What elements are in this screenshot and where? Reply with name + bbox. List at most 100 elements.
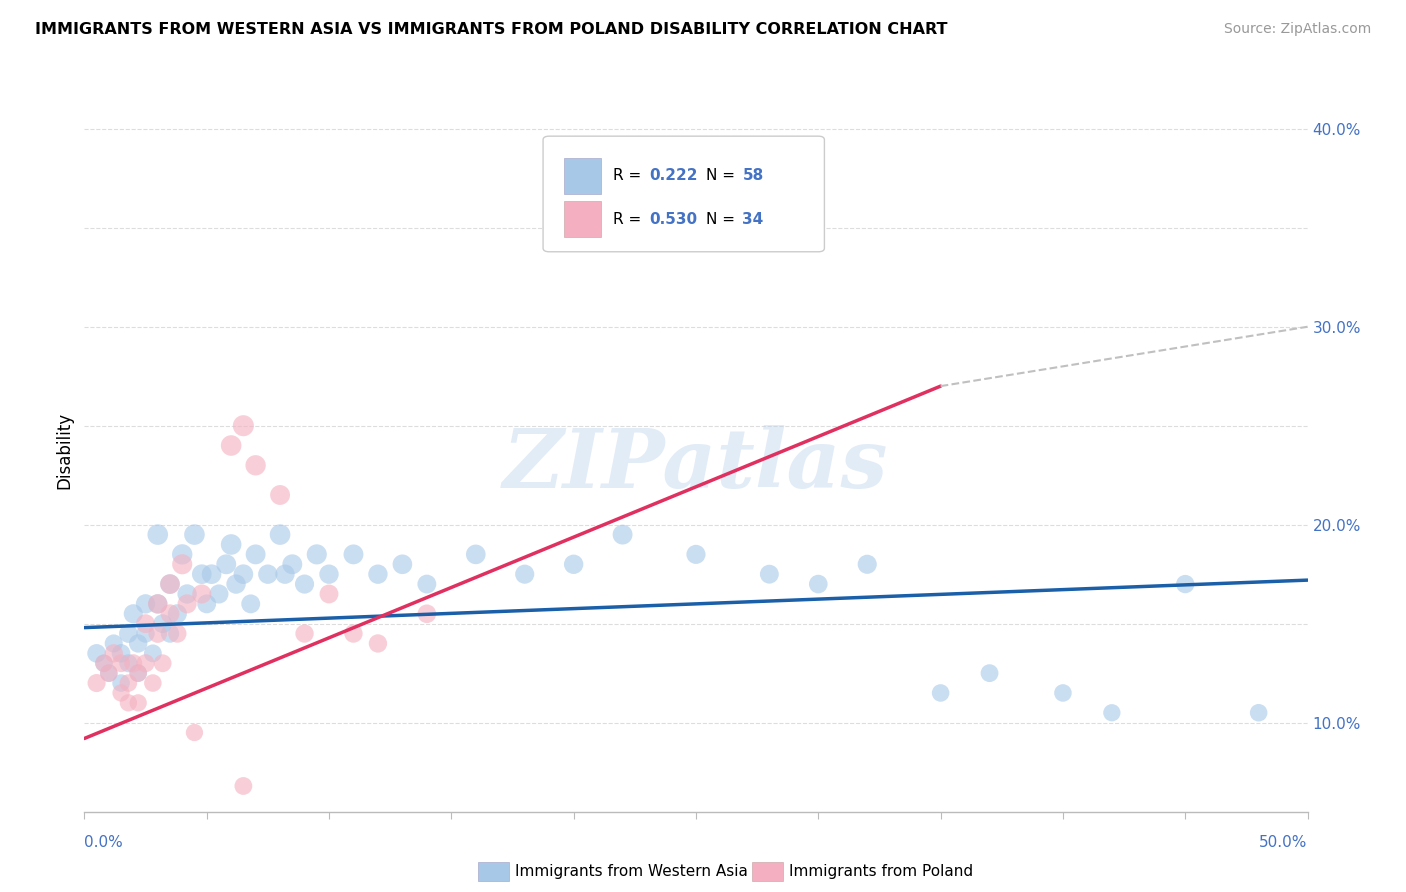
Point xyxy=(97,666,120,681)
Point xyxy=(232,418,254,433)
Text: 0.0%: 0.0% xyxy=(84,836,124,850)
Point xyxy=(135,626,157,640)
Point xyxy=(269,527,291,541)
Point xyxy=(159,626,181,640)
Point xyxy=(172,558,194,572)
Point xyxy=(86,676,108,690)
Point xyxy=(122,607,145,621)
Point xyxy=(269,488,291,502)
Point xyxy=(191,567,214,582)
Point xyxy=(93,657,115,671)
Point xyxy=(117,696,139,710)
Point xyxy=(257,567,280,582)
Point xyxy=(127,666,149,681)
Point xyxy=(219,537,242,551)
Point xyxy=(159,577,181,591)
Point xyxy=(1174,577,1197,591)
Point xyxy=(929,686,952,700)
Point xyxy=(146,527,169,541)
Point xyxy=(166,607,188,621)
Point xyxy=(97,666,120,681)
Point xyxy=(176,597,198,611)
Text: Immigrants from Poland: Immigrants from Poland xyxy=(789,864,973,879)
Point xyxy=(103,646,125,660)
Point xyxy=(318,587,340,601)
Point xyxy=(219,438,242,452)
Bar xyxy=(564,158,600,194)
Bar xyxy=(564,202,600,237)
Point xyxy=(110,657,132,671)
Point xyxy=(117,657,139,671)
Point xyxy=(183,527,205,541)
Point xyxy=(135,616,157,631)
Point xyxy=(758,567,780,582)
Point xyxy=(245,458,267,473)
Text: 50.0%: 50.0% xyxy=(1260,836,1308,850)
Text: N =: N = xyxy=(706,211,740,227)
Point xyxy=(513,567,536,582)
Point xyxy=(342,626,364,640)
Point xyxy=(135,657,157,671)
Point xyxy=(274,567,297,582)
Point xyxy=(93,657,115,671)
Point xyxy=(239,597,262,611)
Point xyxy=(294,626,316,640)
Point xyxy=(1247,706,1270,720)
Point xyxy=(612,527,634,541)
Point xyxy=(1052,686,1074,700)
Text: N =: N = xyxy=(706,169,740,184)
Text: 0.222: 0.222 xyxy=(650,169,697,184)
Point xyxy=(103,636,125,650)
Point xyxy=(245,548,267,562)
Point xyxy=(191,587,214,601)
Point xyxy=(117,626,139,640)
Point xyxy=(416,607,439,621)
Point xyxy=(127,696,149,710)
Point xyxy=(200,567,222,582)
Point xyxy=(146,597,169,611)
Y-axis label: Disability: Disability xyxy=(55,412,73,489)
Text: 0.530: 0.530 xyxy=(650,211,697,227)
Point xyxy=(367,567,389,582)
Text: Source: ZipAtlas.com: Source: ZipAtlas.com xyxy=(1223,22,1371,37)
Point xyxy=(305,548,328,562)
Point xyxy=(172,548,194,562)
FancyBboxPatch shape xyxy=(543,136,824,252)
Point xyxy=(146,626,169,640)
Point xyxy=(183,725,205,739)
Text: 58: 58 xyxy=(742,169,763,184)
Point xyxy=(135,597,157,611)
Point xyxy=(416,577,439,591)
Point xyxy=(281,558,304,572)
Point xyxy=(127,636,149,650)
Point xyxy=(142,676,165,690)
Point xyxy=(225,577,247,591)
Point xyxy=(856,558,879,572)
Point xyxy=(807,577,830,591)
Text: ZIPatlas: ZIPatlas xyxy=(503,425,889,505)
Point xyxy=(152,657,174,671)
Point xyxy=(166,626,188,640)
Point xyxy=(176,587,198,601)
Point xyxy=(215,558,238,572)
Point xyxy=(208,587,231,601)
Point xyxy=(110,686,132,700)
Point xyxy=(294,577,316,591)
Point xyxy=(117,676,139,690)
Point xyxy=(232,567,254,582)
Point xyxy=(127,666,149,681)
Point xyxy=(318,567,340,582)
Text: R =: R = xyxy=(613,169,645,184)
Text: 34: 34 xyxy=(742,211,763,227)
Text: Immigrants from Western Asia: Immigrants from Western Asia xyxy=(515,864,748,879)
Point xyxy=(232,779,254,793)
Point xyxy=(1101,706,1123,720)
Text: IMMIGRANTS FROM WESTERN ASIA VS IMMIGRANTS FROM POLAND DISABILITY CORRELATION CH: IMMIGRANTS FROM WESTERN ASIA VS IMMIGRAN… xyxy=(35,22,948,37)
Text: R =: R = xyxy=(613,211,645,227)
Point xyxy=(86,646,108,660)
Point xyxy=(979,666,1001,681)
Point xyxy=(110,676,132,690)
Point xyxy=(342,548,364,562)
Point xyxy=(159,577,181,591)
Point xyxy=(122,657,145,671)
